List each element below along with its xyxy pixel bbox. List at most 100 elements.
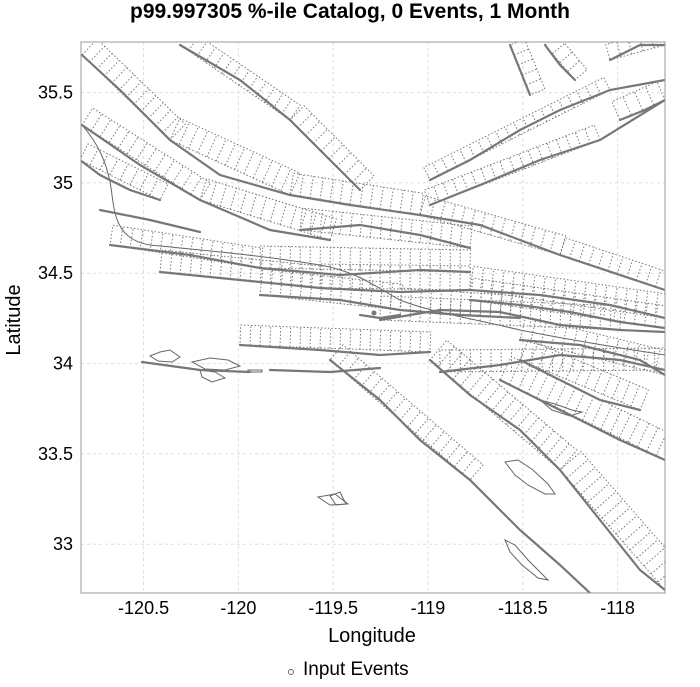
fault-trace [81, 159, 162, 202]
fault-zone-rung [645, 266, 653, 284]
fault-trace [158, 270, 665, 320]
fault-zone-rung [468, 144, 476, 158]
fault-trace [428, 78, 665, 182]
island-san-nicolas [316, 493, 350, 506]
fault-trace [438, 353, 665, 374]
fault-zone-rung [601, 499, 624, 519]
fault-zone-rung [558, 99, 566, 113]
fault-zone-rung [369, 280, 374, 307]
fault-zone-rung [234, 147, 246, 170]
fault-zone-rung [189, 253, 193, 276]
fault-zone-rung [499, 160, 507, 177]
map-marker [371, 310, 377, 316]
fault-traces [81, 43, 665, 593]
fault-zone-rung [429, 221, 433, 244]
fault-zone-rung [289, 263, 293, 286]
fault-zone-rung [655, 435, 665, 456]
fault-zone-rung [602, 374, 612, 395]
fault-zone-rung [359, 279, 364, 306]
fault-trace [328, 358, 592, 593]
fault-zone-rung [609, 409, 622, 434]
fault-zone-rung [594, 81, 602, 95]
x-tick-label: -118 [600, 598, 635, 618]
fault-trace [428, 98, 665, 207]
fault-zone-rung [471, 171, 478, 188]
fault-zone-rung [196, 42, 208, 57]
fault-zone-rung [646, 427, 659, 452]
fault-zone-rung [477, 140, 485, 154]
legend-label: Input Events [303, 659, 409, 680]
fault-zone-rung [224, 143, 236, 166]
fault-trace [428, 358, 665, 592]
fault-zone-rung [309, 274, 314, 301]
fault-zone-rung [618, 414, 631, 438]
y-tick-label: 34.5 [38, 263, 73, 283]
fault-zone-rung [109, 158, 119, 176]
fault-zone-rung [272, 93, 284, 109]
fault-trace [178, 43, 362, 192]
fault-zone-rung [118, 74, 135, 91]
fault-zone-rung [99, 153, 109, 171]
fault-zone-rung [140, 95, 157, 113]
fault-zone-rung [594, 491, 617, 511]
fault-zone-rung [319, 177, 324, 200]
fault-zone-rung [549, 104, 557, 118]
fault-zone-rung [584, 366, 594, 388]
fault-trace [238, 343, 432, 357]
fault-zone-rung [531, 113, 539, 127]
fault-zone-rung [247, 76, 259, 92]
fault-zone-rung [495, 131, 503, 145]
fault-zone-rung [517, 365, 531, 390]
fault-zone-rung [572, 292, 577, 315]
fault-zone-rung [627, 418, 641, 443]
fault-zone-rung [551, 443, 570, 464]
fault-trace [518, 358, 642, 412]
fault-zone-rung [527, 150, 535, 166]
fault-zone-rung [517, 58, 534, 66]
fault-zone-rung [289, 206, 297, 228]
fault-zone-rung [149, 178, 159, 196]
fault-zone-rung [129, 168, 139, 186]
fault-zone-rung [249, 194, 257, 216]
fault-zone-rung [154, 109, 171, 127]
fault-zone-rung [238, 70, 250, 86]
fault-zone-rung [475, 378, 494, 400]
fault-zone-rung [269, 200, 277, 222]
fault-zone-rung [437, 346, 455, 367]
fault-zone-rung [239, 258, 243, 281]
fault-zone-rung [513, 122, 521, 136]
fault-zone-rung [569, 240, 576, 259]
fault-zone-rung [545, 378, 558, 403]
fault-zone-outline [519, 339, 650, 411]
fault-trace [518, 338, 665, 377]
fault-zone-rung [178, 122, 190, 145]
fault-zone-rung [527, 369, 540, 394]
fault-zone-rung [369, 185, 374, 208]
fault-zone-rung [132, 88, 149, 105]
fault-zone-rung [486, 135, 494, 149]
fault-zone-rung [261, 160, 273, 183]
fault-zone-rung [442, 182, 450, 198]
fault-zone-rung [399, 190, 404, 212]
y-tick-label: 34 [53, 354, 73, 374]
fault-zone-rung [657, 575, 665, 583]
fault-zone-rung [460, 365, 478, 387]
fault-zone-rung [623, 300, 628, 323]
x-tick-label: -120 [220, 598, 256, 618]
fault-zone-rung [110, 67, 127, 84]
fault-zone-outline [429, 339, 578, 471]
fault-zone-outline [179, 42, 301, 121]
fault-zone-rung [654, 269, 662, 287]
fault-trace [258, 293, 522, 320]
fault-zone-rung [613, 298, 618, 321]
fault-trace [468, 298, 665, 330]
fault-zone-rung [581, 331, 589, 356]
fault-zone-rung [571, 329, 578, 353]
fault-zone-rung [508, 157, 516, 173]
fault-zone-rung [483, 385, 501, 406]
fault-zone-rung [608, 507, 631, 527]
fault-zone-rung [541, 288, 546, 311]
island-santa-rosa [148, 349, 181, 363]
fault-zone-rung [299, 209, 307, 231]
fault-zone-rung [602, 297, 608, 320]
